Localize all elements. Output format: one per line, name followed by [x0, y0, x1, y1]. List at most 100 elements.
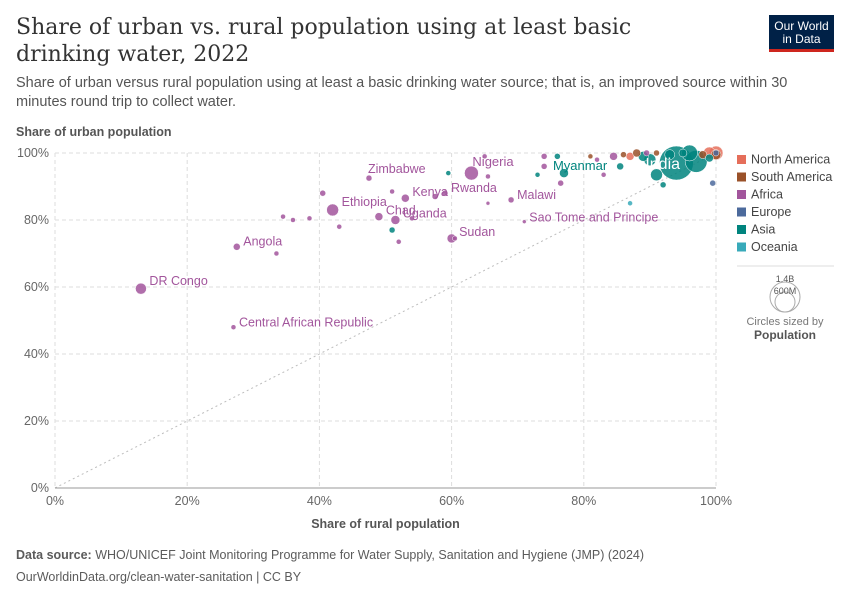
point-dr-congo	[135, 282, 147, 295]
reference-line-y-equals-x	[54, 152, 717, 489]
source-label: Data source:	[16, 548, 92, 562]
size-legend-small-label: 600M	[774, 286, 797, 296]
point-label: Rwanda	[451, 181, 497, 195]
size-legend-small	[774, 291, 796, 313]
data-point	[712, 149, 720, 157]
x-tick-label: 100%	[700, 494, 732, 508]
owid-logo[interactable]: Our World in Data	[769, 15, 834, 52]
legend-label: South America	[751, 170, 832, 184]
point-nigeria	[464, 165, 479, 181]
point-label: DR Congo	[149, 274, 207, 288]
legend-label: Africa	[751, 188, 783, 202]
data-point	[643, 149, 650, 157]
size-legend-note: Circles sized by	[746, 316, 824, 328]
data-point	[273, 250, 280, 257]
x-tick-label: 80%	[571, 494, 596, 508]
legend-swatch	[737, 225, 746, 234]
chart-title: Share of urban vs. rural population usin…	[16, 15, 632, 67]
y-tick-label: 100%	[17, 146, 49, 160]
x-axis-label: Share of rural population	[311, 517, 460, 531]
data-point	[409, 215, 415, 222]
point-kenya	[401, 193, 410, 203]
footer-source: Data source: WHO/UNICEF Joint Monitoring…	[16, 548, 644, 562]
legend-swatch	[737, 190, 746, 199]
point-malawi	[507, 196, 515, 204]
legend-label: North America	[751, 153, 830, 167]
data-point	[587, 153, 594, 160]
data-point	[620, 151, 627, 158]
data-point	[280, 213, 286, 220]
data-point	[616, 162, 624, 171]
point-labels: DR Congo Central African Republic Angola Et…	[149, 154, 680, 330]
point-label: Angola	[243, 234, 282, 248]
axes: 0%0% 20% 20% 40% 40% 60% 60% 80% 80% 100% 100% Shar…	[16, 125, 732, 531]
y-tick-label: 0%	[31, 481, 49, 495]
scatter-chart: DR Congo Central African Republic Angola Et…	[16, 125, 834, 531]
legend-swatch	[737, 207, 746, 217]
point-myanmar	[559, 168, 569, 178]
point-central-african-republic	[230, 324, 237, 330]
source-text: WHO/UNICEF Joint Monitoring Programme fo…	[95, 548, 645, 562]
point-label: Zimbabwe	[368, 162, 426, 176]
point-sao-tome-and-principe	[522, 219, 527, 224]
data-point	[481, 153, 488, 160]
data-point	[336, 223, 342, 230]
y-tick-label: 40%	[24, 347, 49, 361]
data-point	[632, 148, 641, 158]
point-zimbabwe	[365, 174, 373, 182]
point-angola	[233, 243, 241, 251]
legend-label: Asia	[751, 223, 775, 237]
size-legend-large-label: 1.4B	[776, 274, 795, 284]
legend-label: Europe	[751, 205, 791, 219]
data-point	[557, 179, 564, 187]
data-point	[319, 189, 326, 197]
size-legend-variable: Population	[754, 328, 816, 342]
data-point	[554, 153, 561, 160]
point-label: Nigeria	[472, 154, 514, 169]
point-chad	[374, 212, 384, 221]
point-label: Ethiopia	[342, 195, 387, 209]
data-point	[609, 152, 618, 161]
y-tick-label: 20%	[24, 414, 49, 428]
logo-line-2: in Data	[782, 32, 821, 46]
point-label: Malawi	[517, 188, 556, 202]
point-ethiopia	[326, 203, 339, 217]
x-tick-label: 60%	[439, 494, 464, 508]
y-axis-label: Share of urban population	[16, 125, 172, 139]
point-label: Myanmar	[553, 158, 608, 173]
data-point	[664, 149, 675, 160]
data-point	[705, 153, 714, 163]
legend-swatch	[737, 172, 746, 182]
data-point	[540, 163, 548, 170]
point-label: Chad	[386, 204, 416, 218]
data-point	[678, 148, 688, 158]
data-point	[389, 188, 395, 195]
y-tick-label: 60%	[24, 280, 49, 294]
data-point	[653, 149, 660, 157]
data-point	[627, 200, 633, 206]
data-point	[600, 172, 607, 178]
point-label: India	[645, 156, 680, 173]
x-tick-label: 0%	[46, 494, 64, 508]
data-point	[445, 170, 452, 176]
point-label: Central African Republic	[239, 316, 373, 330]
point-label: Sudan	[459, 225, 495, 239]
legend: North America South America Africa Europe As…	[737, 153, 834, 342]
data-point	[534, 172, 541, 178]
data-point	[452, 235, 458, 242]
data-point	[388, 226, 396, 234]
data-point	[290, 217, 296, 223]
data-point	[650, 168, 663, 182]
logo-line-1: Our World	[774, 19, 829, 33]
data-point	[594, 156, 600, 163]
data-point	[485, 201, 491, 206]
y-tick-label: 80%	[24, 213, 49, 227]
data-point	[395, 239, 402, 245]
footer-url[interactable]: OurWorldinData.org/clean-water-sanitatio…	[16, 570, 302, 584]
data-point	[485, 173, 491, 180]
point-uganda	[390, 215, 401, 225]
data-points	[135, 144, 724, 330]
data-point	[659, 181, 667, 189]
legend-swatch	[737, 155, 746, 164]
point-label: Kenya	[412, 185, 447, 199]
